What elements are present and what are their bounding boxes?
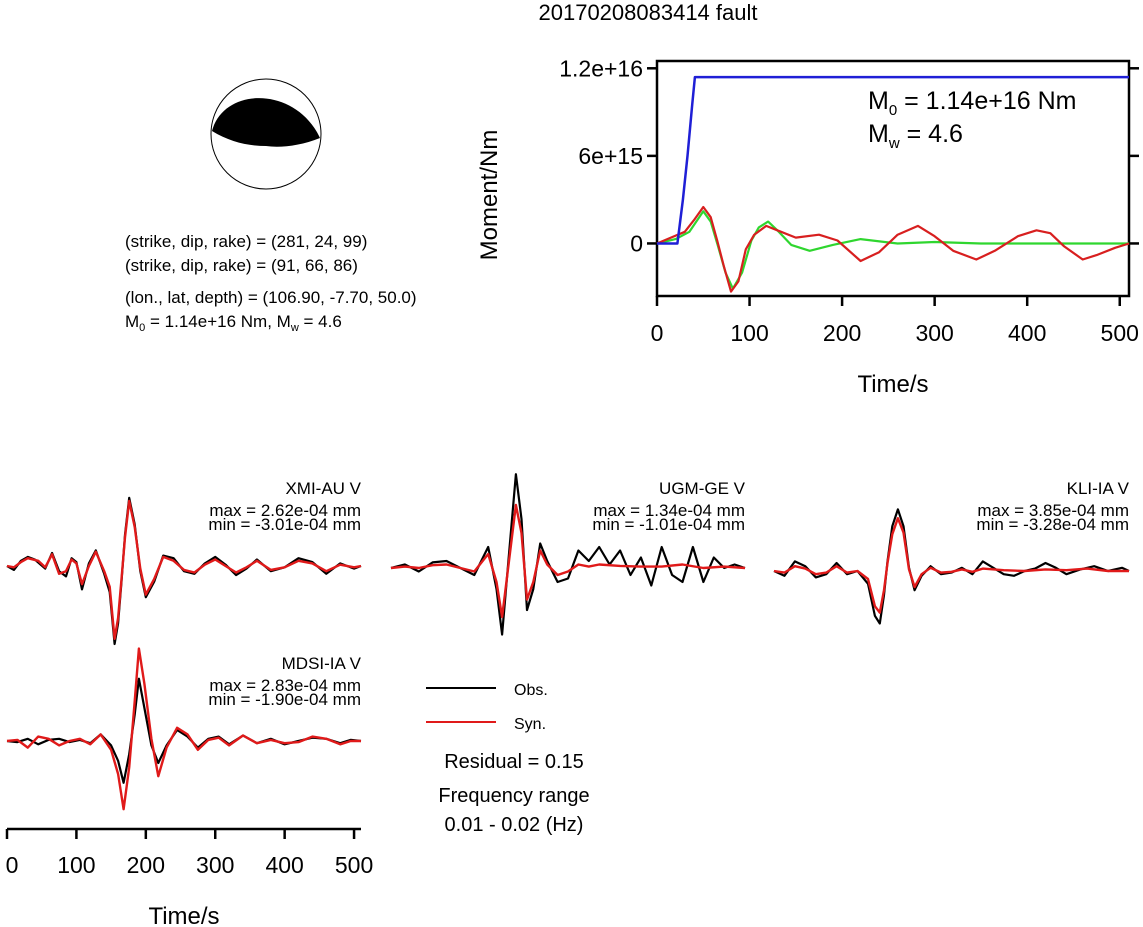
station-name: XMI-AU V	[285, 479, 361, 498]
nodal-plane-1: (strike, dip, rake) = (281, 24, 99)	[125, 232, 367, 251]
waveform-x-tick-label: 200	[127, 852, 165, 878]
moment-x-tick-label: 0	[651, 320, 664, 346]
station-name: MDSI-IA V	[282, 654, 362, 673]
moment-x-tick-label: 200	[823, 320, 861, 346]
moment-plot-frame	[655, 59, 1131, 298]
waveform-observed	[390, 473, 746, 636]
mw-value: = 4.6	[299, 312, 342, 331]
legend-syn-label: Syn.	[514, 716, 546, 733]
station-max: max = 3.85e-04 mm	[977, 501, 1129, 520]
waveform-synthetic	[390, 503, 746, 619]
station-min: min = -3.28e-04 mm	[976, 515, 1129, 534]
moment-lines	[656, 75, 1130, 293]
annot-m0-label: M	[868, 87, 889, 115]
station-max: max = 2.83e-04 mm	[209, 676, 361, 695]
moment-magnitude-line: M0 = 1.14e+16 Nm, Mw = 4.6	[125, 312, 342, 334]
moment-x-ticks: 0 100 200 300 400 500	[651, 296, 1139, 346]
station-name: UGM-GE V	[659, 479, 746, 498]
station-min: min = -1.90e-04 mm	[208, 690, 361, 709]
frequency-range-value: 0.01 - 0.02 (Hz)	[445, 814, 584, 836]
legend-obs-label: Obs.	[514, 682, 548, 699]
station-name: KLI-IA V	[1067, 479, 1130, 498]
waveform-synthetic	[773, 517, 1129, 614]
m0-sub: 0	[139, 322, 145, 334]
source-location: (lon., lat, depth) = (106.90, -7.70, 50.…	[125, 288, 417, 307]
moment-series-cumulative-moment	[657, 75, 1129, 245]
moment-x-tick-label: 400	[1008, 320, 1046, 346]
station-max: max = 1.34e-04 mm	[593, 501, 745, 520]
mw-sub: w	[290, 322, 299, 334]
figure-title: 20170208083414 fault	[539, 0, 758, 25]
moment-x-tick-label: 300	[915, 320, 953, 346]
annot-m0-sub: 0	[889, 102, 897, 119]
m0-value: = 1.14e+16 Nm, M	[145, 312, 291, 331]
moment-x-tick-label: 100	[730, 320, 768, 346]
waveform-synthetic	[6, 499, 362, 640]
beachball	[210, 78, 322, 190]
m0-label: M	[125, 312, 139, 331]
moment-y-ticks: 0 6e+15 1.2e+16	[559, 55, 1139, 256]
moment-y-tick-label: 1.2e+16	[559, 55, 643, 81]
waveform-x-tick-label: 100	[57, 852, 95, 878]
station-min: min = -1.01e-04 mm	[592, 515, 745, 534]
nodal-plane-2: (strike, dip, rake) = (91, 66, 86)	[125, 256, 358, 275]
moment-y-tick-label: 0	[630, 230, 643, 256]
moment-series-moment-rate-fit	[656, 210, 1129, 290]
mechanism-info: (strike, dip, rake) = (281, 24, 99) (str…	[125, 232, 417, 334]
moment-x-tick-label: 500	[1101, 320, 1139, 346]
annot-mw-sub: w	[888, 135, 900, 152]
waveform-synthetic	[6, 647, 361, 811]
waveform-x-tick-label: 300	[196, 852, 234, 878]
moment-rate-panel: 0 6e+15 1.2e+16 0 100 200 300 400 500 Moment/Nm…	[476, 55, 1139, 398]
annot-mw-label: M	[868, 120, 889, 148]
moment-series-moment-rate	[656, 205, 1130, 293]
moment-y-tick-label: 6e+15	[578, 143, 643, 169]
annot-m0-value: = 1.14e+16 Nm	[897, 87, 1076, 115]
waveform-x-axis-label: Time/s	[148, 903, 219, 927]
moment-y-axis-label: Moment/Nm	[476, 130, 503, 261]
beachball-compressional-quadrant	[212, 98, 320, 147]
waveform-x-tick-label: 500	[335, 852, 373, 878]
frequency-range-title: Frequency range	[438, 785, 589, 807]
annot-mw-value: = 4.6	[900, 120, 963, 148]
waveform-x-tick-label: 0	[6, 852, 19, 878]
residual-text: Residual = 0.15	[444, 751, 584, 773]
moment-annotation-m0: M0 = 1.14e+16 Nm	[868, 87, 1076, 119]
waveform-time-axis: Time/s 0 100 200 300 400 500	[6, 827, 373, 927]
waveform-x-tick-label: 400	[265, 852, 303, 878]
moment-x-axis-label: Time/s	[857, 371, 928, 398]
station-min: min = -3.01e-04 mm	[208, 515, 361, 534]
station-max: max = 2.62e-04 mm	[209, 501, 361, 520]
legend: Obs. Syn. Residual = 0.15 Frequency rang…	[426, 682, 590, 836]
moment-annotation-mw: Mw = 4.6	[868, 120, 963, 152]
